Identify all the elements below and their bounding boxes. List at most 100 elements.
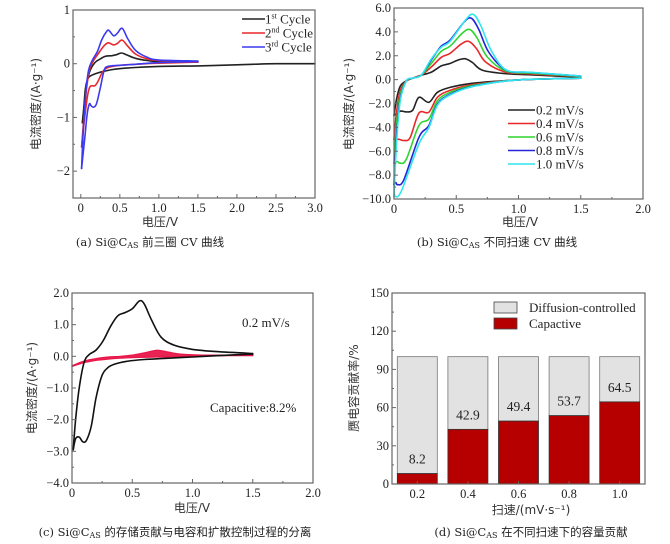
y-tick-label: 120	[370, 324, 389, 338]
panel-caption: (c) Si@CAS 的存储贡献与电容和扩散控制过程的分离	[39, 525, 312, 540]
x-tick-label: 0.6	[511, 487, 527, 501]
legend-label: 0.8 mV/s	[536, 143, 584, 158]
x-tick-label: 1.0	[185, 486, 201, 500]
x-tick-label: 0.5	[124, 486, 140, 500]
y-tick-label: 2.0	[53, 286, 69, 300]
panel-caption: (a) Si@CAS 前三圈 CV 曲线	[76, 235, 225, 250]
legend-label-superscript: rd	[272, 40, 279, 49]
y-tick-label: 0	[64, 57, 70, 71]
legend-label: 0.6 mV/s	[536, 130, 584, 145]
y-tick-label: 0.0	[53, 349, 69, 363]
cv-curve-cathodic-2	[80, 61, 199, 148]
y-tick-label: 0.0	[375, 73, 391, 87]
y-tick-label: −1.0	[46, 381, 69, 395]
caption-subscript: AS	[485, 531, 497, 540]
caption-prefix: (a) Si@C	[76, 235, 128, 249]
y-axis-label: 电流密度/(A·g⁻¹)	[341, 58, 356, 150]
legend-label-text: Cycle	[280, 26, 314, 41]
panel-d-axes: 0 30 60 90 120 150 扫速/(mV·s⁻¹) 赝电容贡献率/%	[346, 286, 646, 517]
y-tick-label: 4.0	[375, 25, 391, 39]
y-tick-label: 150	[370, 286, 389, 300]
y-tick-label: 0	[383, 477, 389, 491]
y-tick-label: 2.0	[375, 49, 391, 63]
y-tick-label: 1	[64, 3, 70, 17]
legend-label: 1st Cycle	[265, 12, 311, 27]
x-tick-label: 0.2	[409, 487, 425, 501]
y-tick-label: 60	[377, 401, 390, 415]
y-tick-label: −4.0	[368, 120, 391, 134]
x-tick-label: 0.8	[561, 487, 577, 501]
x-axis-label: 扫速/(mV·s⁻¹)	[492, 503, 571, 517]
x-tick-label: 0	[391, 202, 397, 216]
x-tick-label: 1.5	[190, 201, 206, 215]
cv-curve-anodic-02mVs	[393, 57, 582, 117]
cv-curve-cathodic-3	[80, 60, 199, 170]
caption-subscript: AS	[468, 241, 480, 250]
bar-diffusion-controlled	[548, 356, 590, 417]
x-tick-label: 1.0	[511, 202, 527, 216]
legend-label-superscript: st	[272, 12, 278, 21]
bar-data-label: 8.2	[409, 452, 426, 467]
legend-label: 3rd Cycle	[265, 40, 312, 55]
legend-label: 1.0 mV/s	[536, 157, 584, 172]
panel-b-axes: 0 0.5 1.0 1.5 2.0 −10.0 −8.0 −6.0 −4.0 −2.0 0.0 2.0…	[341, 1, 651, 229]
y-tick-label: 1.0	[53, 318, 69, 332]
legend-label-number: 3	[265, 40, 272, 55]
caption-prefix: (b) Si@C	[417, 235, 469, 249]
caption-subscript: AS	[126, 241, 138, 250]
y-tick-label: 90	[377, 362, 390, 376]
caption-subscript: AS	[89, 531, 101, 540]
y-tick-label: −3.0	[46, 444, 69, 458]
x-tick-label: 3.0	[307, 201, 323, 215]
x-tick-label: 2.0	[229, 201, 245, 215]
legend-label-text: Cycle	[277, 12, 311, 27]
legend-label-number: 1	[265, 12, 272, 27]
bar-diffusion-controlled	[447, 356, 489, 430]
capacitive-percent-annotation: Capacitive:8.2%	[210, 400, 296, 415]
cv-curve-anodic-3	[80, 27, 199, 170]
bar-data-label: 49.4	[507, 399, 531, 414]
x-tick-label: 2.0	[305, 486, 321, 500]
cv-curve-cathodic	[72, 353, 254, 451]
legend-swatch	[493, 317, 518, 330]
panel-a-series	[80, 27, 316, 170]
panel-caption: (d) Si@CAS 在不同扫速下的容量贡献	[434, 525, 628, 540]
legend-label: 0.2 mV/s	[536, 103, 584, 118]
bar-diffusion-controlled	[396, 356, 438, 474]
legend-label-number: 2	[265, 26, 272, 41]
x-tick-label: 1.5	[245, 486, 261, 500]
legend-swatch	[493, 301, 518, 314]
x-tick-label: 1.0	[612, 487, 628, 501]
bar-data-label: 53.7	[557, 394, 581, 409]
y-tick-label: −2.0	[368, 97, 391, 111]
caption-suffix: 前三圈 CV 曲线	[139, 235, 225, 249]
y-axis-label: 电流密度/(A·g⁻¹)	[24, 342, 39, 434]
legend-label: Diffusion-controlled	[529, 300, 636, 315]
x-tick-label: 0.5	[112, 201, 128, 215]
x-tick-label: 0	[69, 486, 75, 500]
y-axis-label: 赝电容贡献率/%	[346, 344, 361, 431]
cv-curve-cathodic-10mVs	[393, 77, 582, 198]
x-tick-label: 0	[78, 201, 84, 215]
y-axis-label: 电流密度/(A·g⁻¹)	[28, 58, 43, 150]
x-tick-label: 2.5	[268, 201, 284, 215]
cv-curve-anodic	[72, 299, 254, 451]
panel-b-series	[393, 13, 582, 198]
x-tick-label: 2.0	[635, 202, 651, 216]
x-tick-label: 1.0	[151, 201, 167, 215]
y-tick-label: −2	[57, 164, 70, 178]
panel-c-series	[71, 299, 254, 451]
caption-suffix: 不同扫速 CV 曲线	[480, 235, 578, 249]
bar-data-label: 42.9	[456, 407, 480, 422]
y-tick-label: −4.0	[46, 476, 69, 490]
y-tick-label: −2.0	[46, 413, 69, 427]
cv-curve-anodic-10mVs	[393, 13, 582, 198]
caption-suffix: 在不同扫速下的容量贡献	[497, 525, 628, 539]
legend-label-text: Cycle	[278, 40, 312, 55]
bar-capacitive	[447, 428, 489, 485]
legend-label-superscript: nd	[272, 26, 280, 35]
bar-capacitive	[498, 420, 539, 485]
